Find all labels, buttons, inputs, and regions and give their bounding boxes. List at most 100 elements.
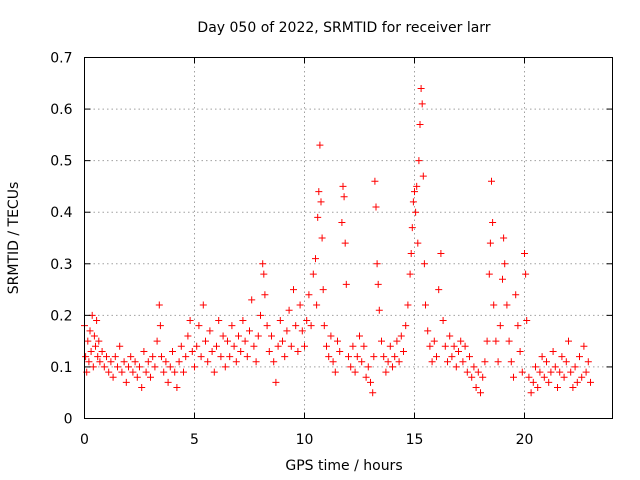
data-point xyxy=(155,301,163,309)
data-point xyxy=(82,353,90,361)
data-point xyxy=(418,100,426,108)
data-point xyxy=(283,327,291,335)
data-point xyxy=(554,384,561,392)
data-point xyxy=(317,198,325,206)
data-point xyxy=(89,363,97,371)
data-point xyxy=(397,332,405,340)
data-point xyxy=(122,378,130,386)
data-point xyxy=(95,337,103,345)
data-point xyxy=(312,255,319,263)
data-point xyxy=(503,301,511,309)
data-point xyxy=(496,322,504,330)
data-point xyxy=(411,188,418,196)
data-point xyxy=(87,347,95,355)
data-point xyxy=(428,358,436,366)
data-point xyxy=(175,358,183,366)
data-point xyxy=(156,322,164,330)
data-point xyxy=(505,337,513,345)
data-point xyxy=(125,363,132,371)
data-point xyxy=(413,182,421,190)
data-point xyxy=(490,301,498,309)
data-point xyxy=(103,353,110,361)
data-point xyxy=(177,342,185,350)
data-point xyxy=(367,378,374,386)
data-point xyxy=(433,353,440,361)
data-point xyxy=(347,363,355,371)
data-point xyxy=(409,198,417,206)
data-point xyxy=(351,368,359,376)
data-point xyxy=(551,363,559,371)
data-point xyxy=(320,322,328,330)
data-point xyxy=(263,322,271,330)
data-point xyxy=(439,317,447,325)
data-point xyxy=(270,358,278,366)
data-point xyxy=(362,373,370,381)
data-point xyxy=(452,363,460,371)
data-point xyxy=(315,188,323,196)
x-tick-label: 0 xyxy=(80,432,89,448)
data-point xyxy=(459,358,467,366)
data-point xyxy=(274,342,282,350)
data-point xyxy=(492,337,500,345)
data-point xyxy=(215,317,223,325)
data-point xyxy=(188,347,196,355)
data-point xyxy=(406,270,414,278)
data-point xyxy=(93,317,101,325)
data-point xyxy=(144,358,152,366)
data-point xyxy=(356,332,363,340)
data-point xyxy=(261,291,269,299)
data-point xyxy=(329,358,337,366)
data-point xyxy=(331,368,339,376)
data-point xyxy=(276,317,284,325)
data-point xyxy=(149,353,157,361)
data-point xyxy=(136,363,143,371)
data-point xyxy=(151,363,159,371)
data-point xyxy=(360,342,368,350)
data-point xyxy=(180,368,187,376)
data-point xyxy=(567,368,575,376)
data-point xyxy=(259,260,267,268)
data-point xyxy=(319,286,327,294)
data-point xyxy=(369,389,377,397)
data-point xyxy=(468,373,476,381)
data-point xyxy=(318,234,326,242)
data-point xyxy=(323,342,330,350)
data-point xyxy=(422,301,429,309)
data-point xyxy=(516,347,524,355)
data-point xyxy=(556,368,564,376)
data-point xyxy=(481,358,489,366)
y-tick-label: 0.2 xyxy=(50,308,72,324)
data-point xyxy=(257,311,264,319)
data-point xyxy=(105,368,113,376)
data-point xyxy=(279,337,286,345)
data-point xyxy=(474,368,482,376)
data-point xyxy=(507,358,515,366)
data-point xyxy=(512,291,520,299)
data-point xyxy=(382,368,390,376)
data-point xyxy=(129,368,137,376)
data-point xyxy=(374,280,382,288)
data-point xyxy=(565,337,572,345)
chart-title: Day 050 of 2022, SRMTID for receiver lar… xyxy=(197,20,490,36)
data-point xyxy=(514,322,522,330)
data-point xyxy=(479,373,487,381)
data-point xyxy=(230,342,238,350)
data-point xyxy=(389,363,396,371)
data-points xyxy=(81,84,594,397)
data-point xyxy=(373,260,381,268)
data-point xyxy=(305,291,313,299)
data-point xyxy=(272,378,280,386)
data-point xyxy=(489,219,497,227)
data-point xyxy=(114,363,121,371)
data-point xyxy=(584,358,592,366)
data-point xyxy=(316,141,324,149)
data-point xyxy=(525,373,533,381)
data-point xyxy=(252,358,260,366)
data-point xyxy=(339,182,347,190)
data-point xyxy=(208,347,216,355)
data-point xyxy=(510,373,517,381)
data-point xyxy=(162,358,170,366)
data-point xyxy=(239,317,247,325)
data-point xyxy=(437,249,445,257)
y-tick-label: 0.5 xyxy=(50,154,72,170)
